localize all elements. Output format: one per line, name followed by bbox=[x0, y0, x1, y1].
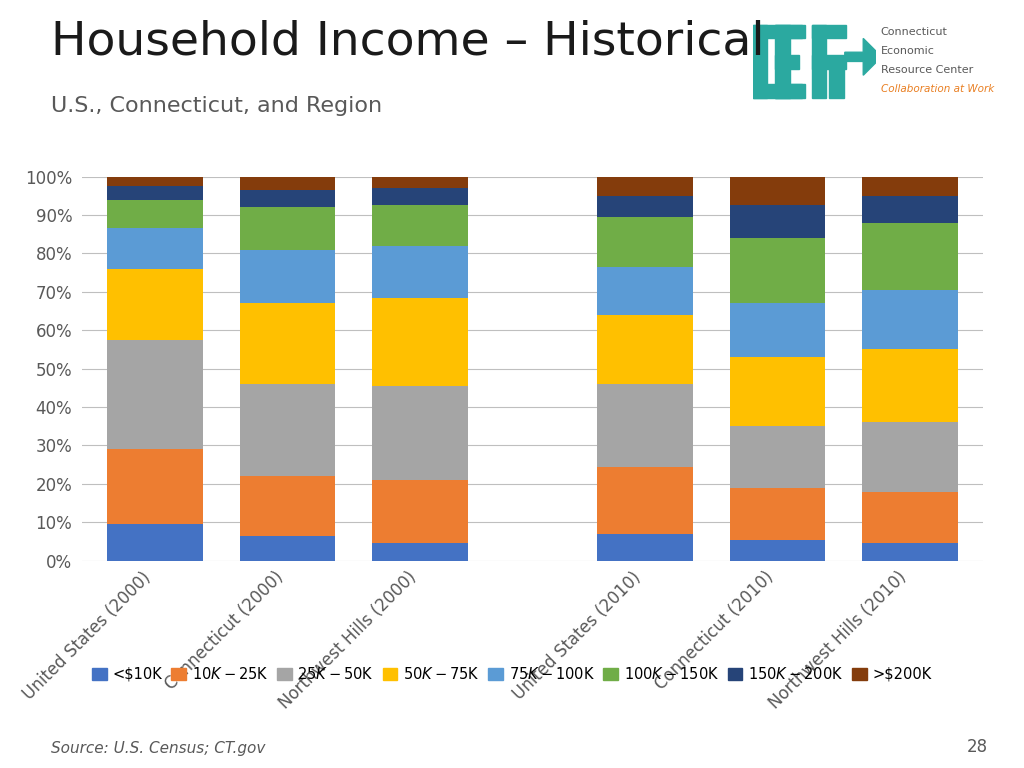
Bar bbox=[775, 25, 806, 38]
Bar bbox=[597, 267, 693, 315]
Bar bbox=[108, 524, 203, 561]
Polygon shape bbox=[845, 38, 882, 75]
Bar bbox=[730, 238, 825, 303]
Bar bbox=[108, 187, 203, 200]
Bar bbox=[597, 196, 693, 217]
Bar bbox=[597, 177, 693, 196]
Bar bbox=[108, 449, 203, 524]
Bar bbox=[597, 217, 693, 267]
Bar bbox=[240, 177, 335, 190]
Text: Economic: Economic bbox=[881, 46, 935, 56]
Bar bbox=[730, 539, 825, 561]
Text: Source: U.S. Census; CT.gov: Source: U.S. Census; CT.gov bbox=[51, 741, 265, 756]
Legend: <$10K, $10K-$25K, $25K-$50K, $50K-$75K, $75K-$100K, $100K-$150K, $150K-$200K, >$: <$10K, $10K-$25K, $25K-$50K, $50K-$75K, … bbox=[86, 660, 938, 688]
Text: Collaboration at Work: Collaboration at Work bbox=[881, 84, 994, 94]
Bar bbox=[730, 303, 825, 357]
Bar bbox=[597, 315, 693, 384]
Bar bbox=[108, 177, 203, 187]
Text: 28: 28 bbox=[967, 739, 988, 756]
Bar bbox=[862, 290, 957, 349]
Text: Resource Center: Resource Center bbox=[881, 65, 973, 74]
Bar bbox=[108, 200, 203, 229]
Bar bbox=[812, 25, 826, 98]
Bar bbox=[372, 480, 468, 544]
Text: Connecticut: Connecticut bbox=[881, 27, 947, 37]
Bar bbox=[862, 223, 957, 290]
Bar bbox=[240, 250, 335, 303]
Text: Household Income – Historical: Household Income – Historical bbox=[51, 19, 765, 65]
Bar bbox=[828, 66, 844, 98]
Bar bbox=[862, 177, 957, 196]
Bar bbox=[775, 25, 790, 98]
Bar bbox=[730, 426, 825, 488]
Bar bbox=[730, 205, 825, 238]
Bar bbox=[240, 476, 335, 536]
Text: U.S., Connecticut, and Region: U.S., Connecticut, and Region bbox=[51, 96, 382, 116]
Bar bbox=[372, 544, 468, 561]
Bar bbox=[812, 55, 846, 69]
Bar bbox=[730, 177, 825, 206]
Bar bbox=[372, 205, 468, 246]
Bar bbox=[240, 384, 335, 476]
Bar bbox=[108, 229, 203, 269]
Bar bbox=[862, 349, 957, 422]
Bar bbox=[597, 534, 693, 561]
Bar bbox=[372, 188, 468, 206]
Bar bbox=[775, 84, 806, 98]
Bar bbox=[862, 196, 957, 223]
Bar bbox=[372, 246, 468, 298]
Bar bbox=[753, 84, 802, 98]
Bar bbox=[597, 384, 693, 467]
Bar bbox=[812, 25, 846, 38]
Bar bbox=[240, 303, 335, 384]
Bar bbox=[240, 190, 335, 207]
Bar bbox=[753, 25, 802, 38]
Bar bbox=[240, 207, 335, 250]
Bar bbox=[240, 536, 335, 561]
Bar bbox=[108, 339, 203, 449]
Bar bbox=[372, 386, 468, 480]
Bar bbox=[862, 422, 957, 492]
Bar bbox=[372, 297, 468, 386]
Bar bbox=[597, 467, 693, 534]
Bar bbox=[775, 55, 800, 69]
Bar bbox=[862, 544, 957, 561]
Bar bbox=[108, 269, 203, 340]
Bar bbox=[372, 177, 468, 188]
Bar bbox=[862, 492, 957, 544]
Bar bbox=[753, 25, 767, 98]
Bar bbox=[730, 488, 825, 539]
Bar bbox=[730, 357, 825, 426]
